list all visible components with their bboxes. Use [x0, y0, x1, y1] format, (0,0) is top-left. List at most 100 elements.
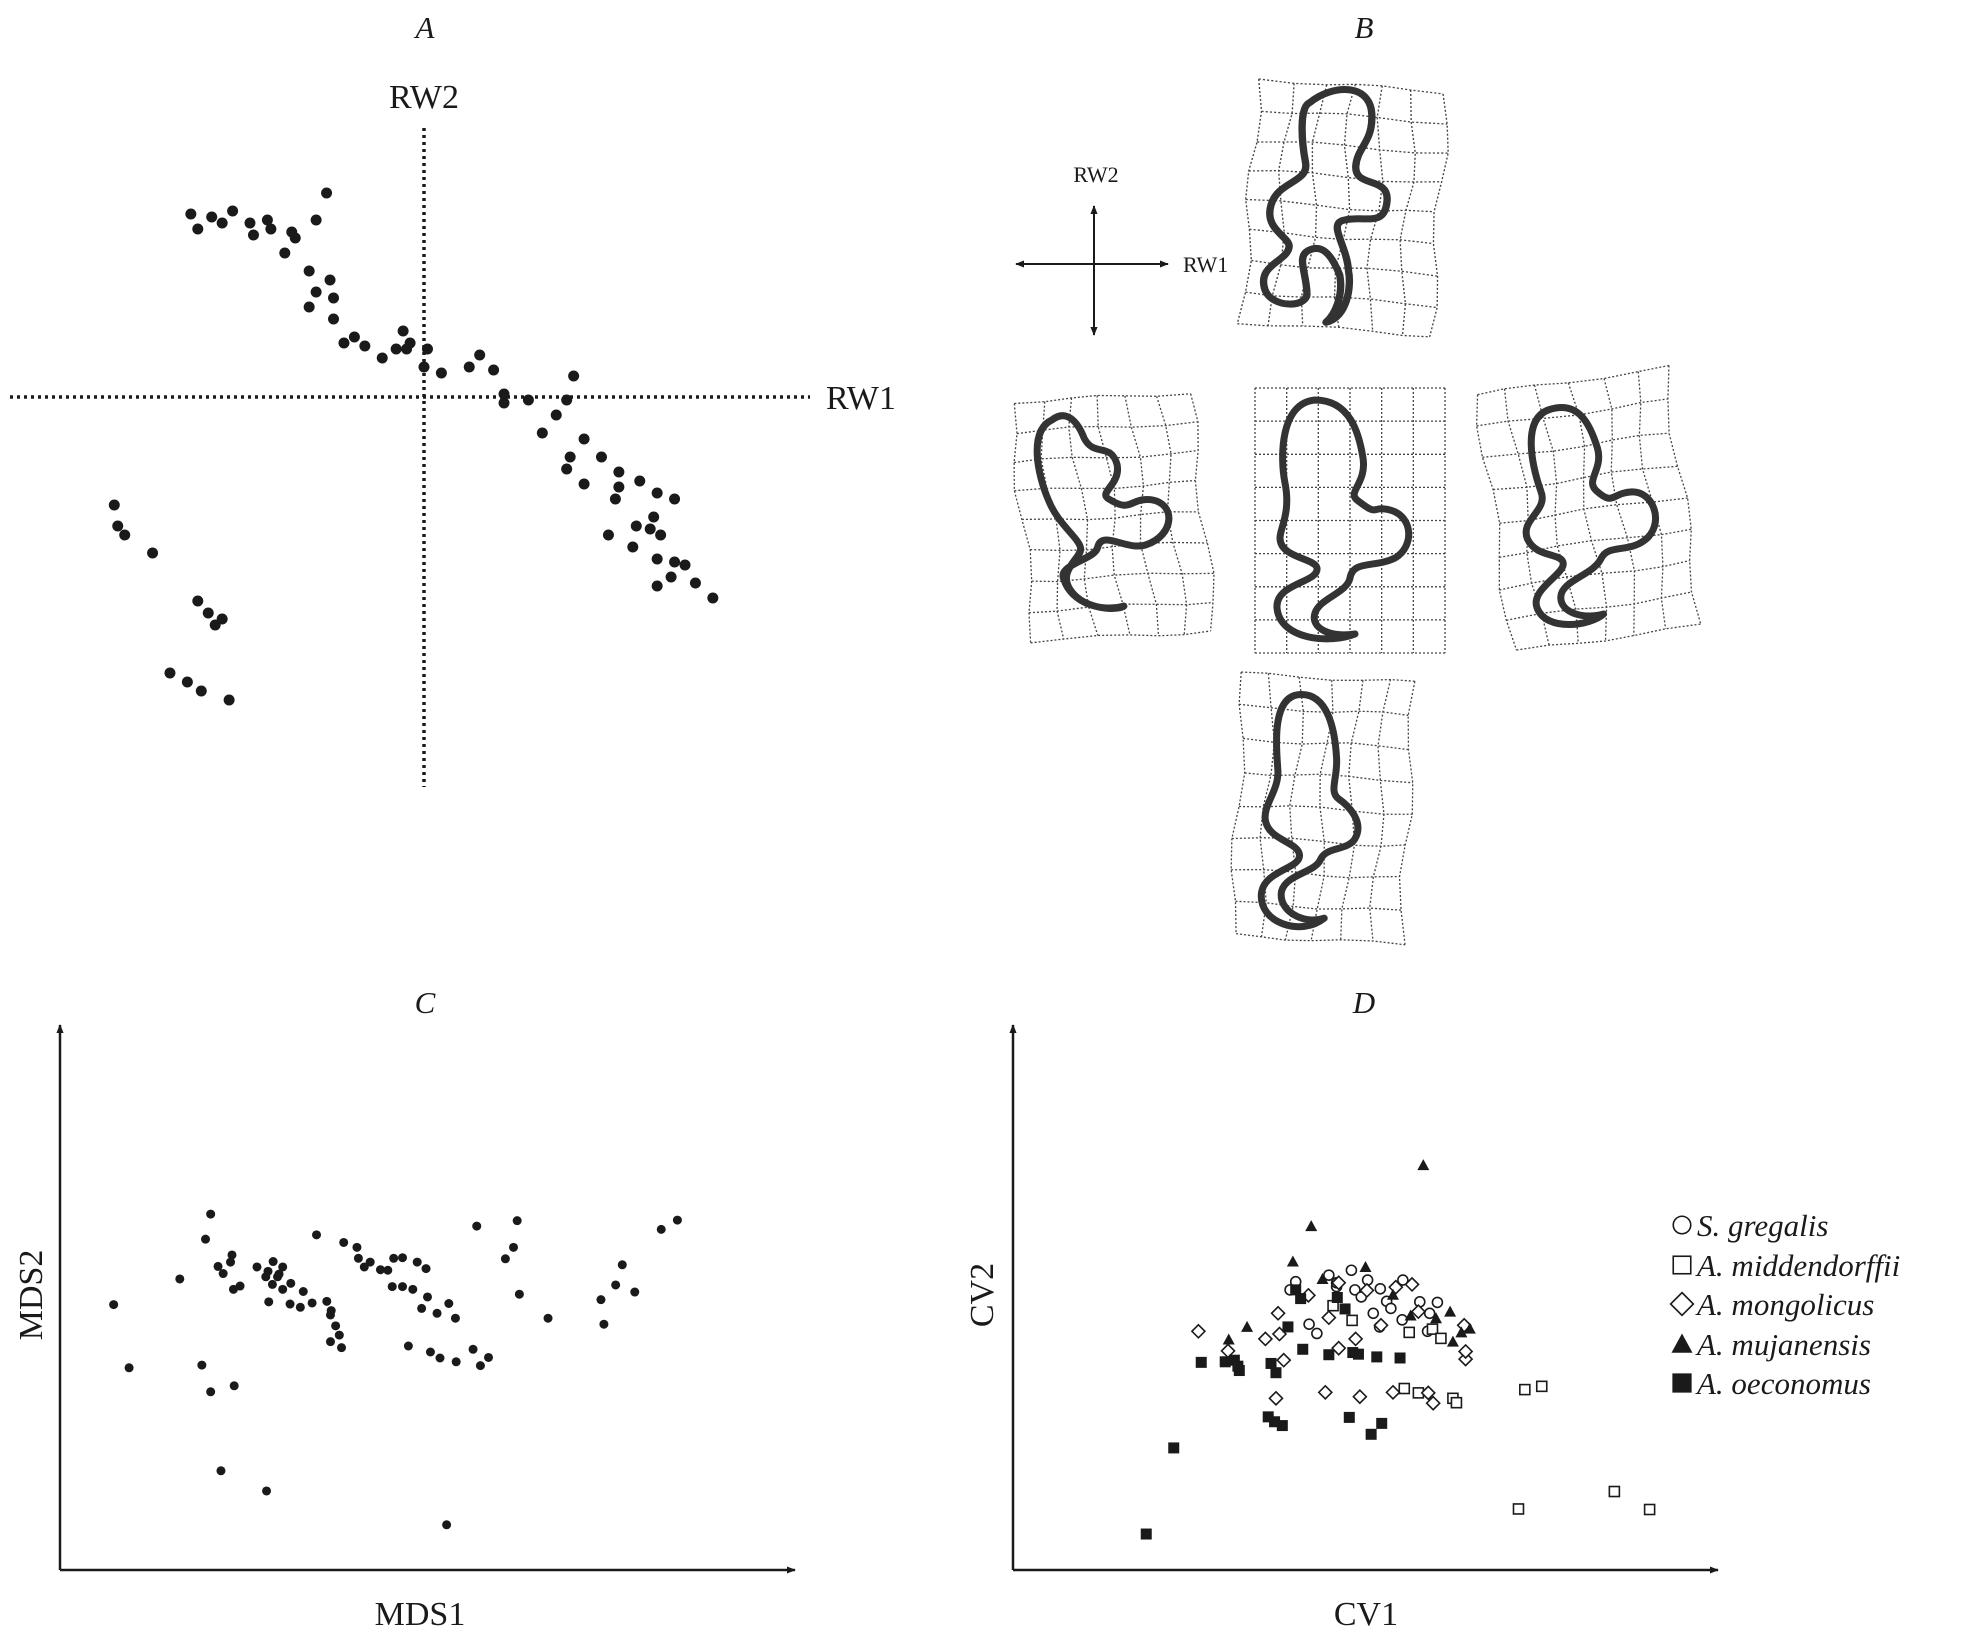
panel-d-x-label: CV1 — [1334, 1596, 1398, 1633]
panel-a-point — [474, 349, 486, 361]
panel-a-point — [561, 463, 573, 475]
panel-a-point — [303, 301, 315, 313]
panel-a-point — [609, 493, 621, 505]
panel-c-points — [109, 1209, 682, 1530]
panel-d-point-open-square — [1535, 1380, 1548, 1393]
grid-line-vertical — [1259, 673, 1276, 937]
panel-c-point — [353, 1253, 363, 1263]
panel-c-point — [109, 1300, 119, 1310]
panel-d-point-open-circle — [1367, 1307, 1380, 1320]
panel-d-letter: D — [1352, 985, 1375, 1020]
panel-c-point — [408, 1284, 418, 1294]
panel-d-point-filled-square — [1339, 1303, 1351, 1315]
panel-a-letter: A — [414, 10, 436, 45]
panel-d-point-filled-square — [1265, 1357, 1277, 1369]
grid-line-horizontal — [1244, 772, 1413, 784]
panel-a-point — [630, 520, 642, 532]
grid-line-horizontal — [1013, 449, 1199, 464]
deformation-grid-right — [1475, 364, 1702, 651]
panel-c-point — [322, 1296, 332, 1306]
grid-line-vertical — [1428, 93, 1449, 338]
panel-a-point — [689, 577, 701, 589]
panel-a-point — [279, 247, 291, 259]
panel-a-point — [498, 397, 510, 409]
panel-a-point — [578, 478, 590, 490]
grid-line-horizontal — [1477, 364, 1670, 396]
panel-a-point — [185, 208, 197, 220]
legend-label-a-mujanensis: A. mujanensis — [1695, 1327, 1871, 1362]
grid-line-vertical — [1533, 384, 1579, 644]
panel-d-point-filled-square — [1140, 1528, 1152, 1540]
panel-a-point — [247, 229, 259, 241]
grid-line-vertical — [1399, 90, 1416, 336]
panel-d-points — [1140, 1159, 1656, 1540]
panel-d-point-open-diamond — [1404, 1276, 1420, 1293]
panel-d-point-open-circle — [1345, 1264, 1358, 1277]
panel-c-point — [617, 1260, 627, 1270]
panel-a-point — [602, 529, 614, 541]
grid-line-horizontal — [1493, 465, 1678, 491]
panel-d-point-open-square — [1643, 1503, 1656, 1516]
panel-a-point — [303, 265, 315, 277]
panel-c-point — [273, 1272, 283, 1282]
panel-a-point — [627, 541, 639, 553]
panel-a-point — [261, 214, 273, 226]
panel-a-point — [216, 217, 228, 229]
panel-c-point — [432, 1308, 442, 1318]
panel-a-point — [348, 331, 360, 343]
panel-a-point — [244, 217, 256, 229]
panel-a-point — [216, 613, 228, 625]
panel-c-point — [656, 1224, 666, 1234]
grid-line-vertical — [1236, 78, 1263, 324]
panel-d-point-filled-triangle — [1404, 1309, 1417, 1321]
panel-d-point-filled-triangle — [1222, 1333, 1235, 1345]
panel-a-point — [488, 364, 500, 376]
panel-c-point — [286, 1278, 296, 1288]
panel-a-point — [669, 493, 681, 505]
panel-d-point-filled-triangle — [1444, 1305, 1457, 1317]
panel-d-point-filled-square — [1290, 1284, 1302, 1296]
panel-c-point — [514, 1289, 524, 1299]
panel-d-point-filled-square — [1219, 1356, 1231, 1368]
panel-c-point — [425, 1347, 435, 1357]
grid-line-horizontal — [1239, 703, 1409, 716]
panel-c-point — [228, 1284, 238, 1294]
panel-c-point — [417, 1303, 427, 1313]
panel-d-point-open-diamond — [1420, 1385, 1436, 1401]
panel-c-point — [500, 1254, 510, 1264]
panel-a-point — [181, 676, 193, 688]
panel-a-point — [401, 343, 413, 355]
panel-c-point — [268, 1257, 278, 1267]
molar-outline-center — [1273, 396, 1413, 643]
panel-d-point-open-square — [1426, 1323, 1439, 1335]
panel-d-point-open-circle — [1431, 1296, 1444, 1309]
panel-a-point — [206, 211, 218, 223]
panel-a-point — [578, 433, 590, 445]
panel-c-point — [421, 1264, 431, 1274]
panel-a-point — [192, 223, 204, 235]
grid-line-horizontal — [1030, 541, 1208, 552]
panel-d-point-open-circle — [1397, 1274, 1409, 1286]
panel-c-point — [278, 1262, 288, 1272]
grid-line-vertical — [1398, 681, 1416, 945]
panel-a-point — [421, 343, 433, 355]
panel-d-point-filled-square — [1276, 1420, 1288, 1432]
grid-line-horizontal — [1237, 323, 1430, 338]
panel-d-point-open-diamond — [1257, 1331, 1274, 1347]
panel-d-point-open-square — [1398, 1382, 1411, 1395]
panel-c-point — [206, 1387, 216, 1397]
panel-c-point — [278, 1284, 288, 1294]
panel-a-point — [418, 361, 430, 373]
panel-a-point — [561, 394, 573, 406]
grid-line-vertical — [1267, 83, 1295, 326]
panel-d-point-open-square — [1346, 1314, 1358, 1327]
panel-d-point-open-diamond — [1268, 1390, 1284, 1406]
panel-c-point — [226, 1257, 236, 1267]
panel-d-point-open-circle — [1303, 1318, 1315, 1331]
panel-c-point — [325, 1337, 335, 1347]
panel-d-point-filled-square — [1352, 1348, 1364, 1360]
panel-a-point — [328, 292, 340, 304]
deformation-grid-bottom — [1230, 671, 1416, 946]
panel-a-point — [651, 580, 663, 592]
panel-b-letter: B — [1355, 10, 1374, 45]
